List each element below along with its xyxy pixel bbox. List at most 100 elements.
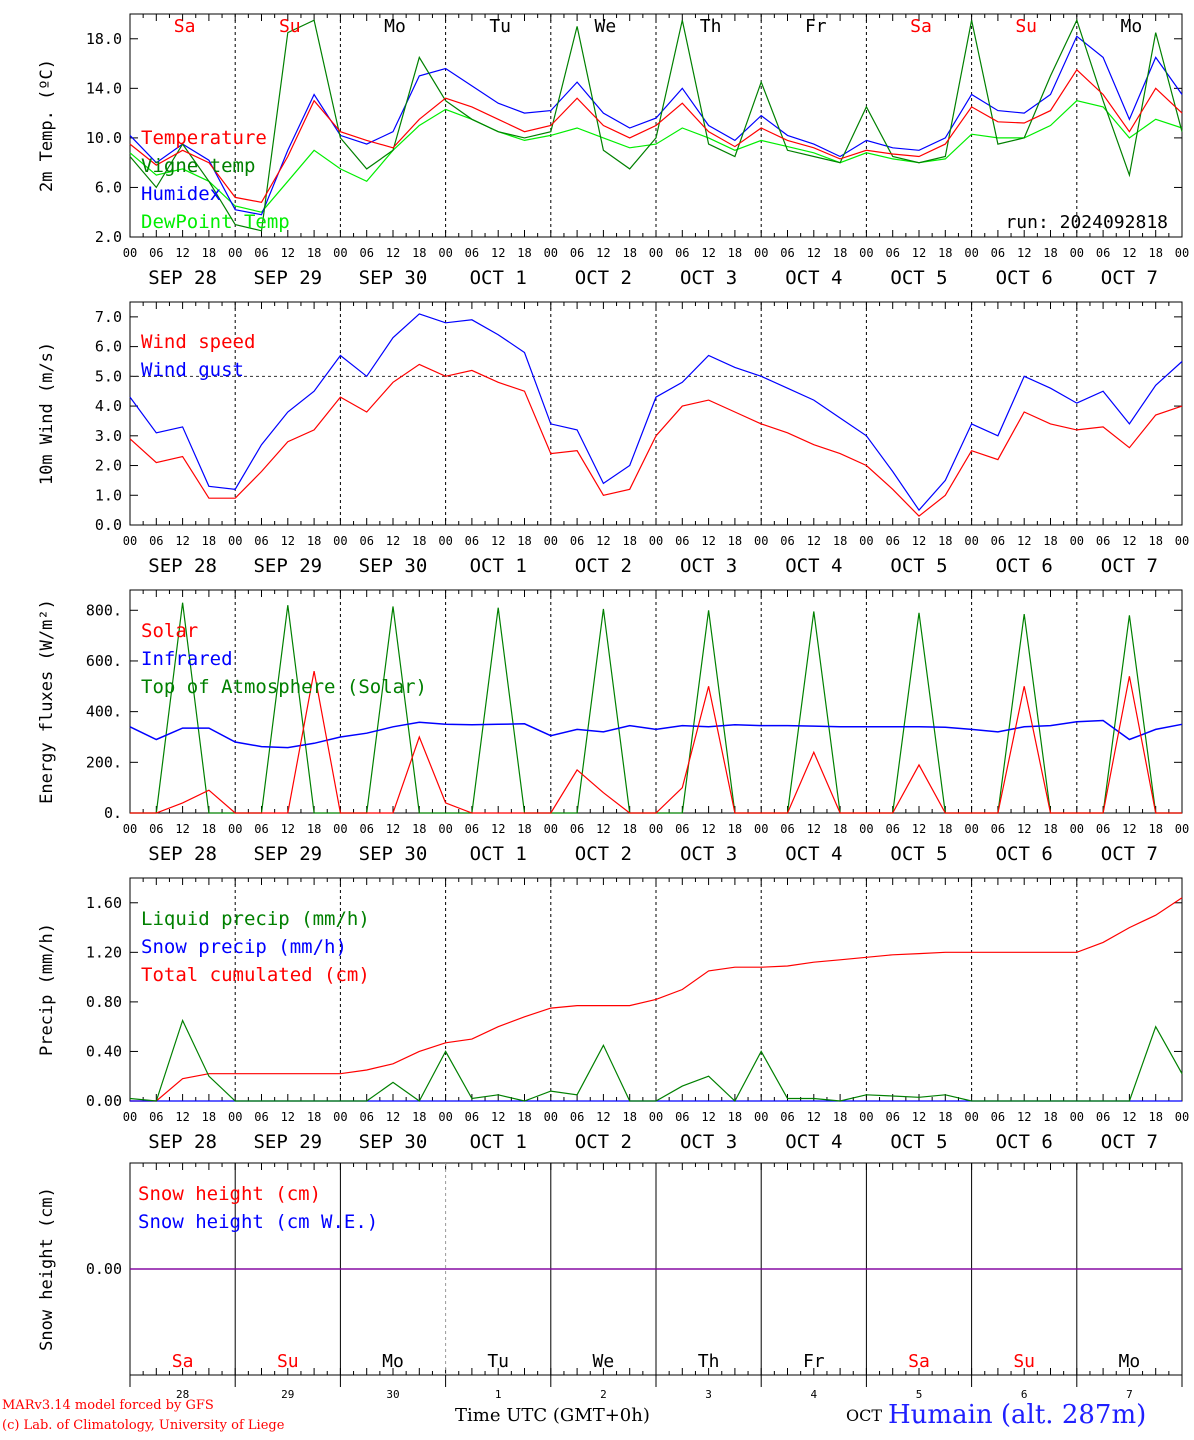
hour-label: 06 <box>991 1110 1005 1124</box>
date-label: OCT 7 <box>1101 1131 1158 1153</box>
hour-label: 06 <box>149 246 163 260</box>
hour-label: 12 <box>386 1110 400 1124</box>
legend-entry: Snow precip (mm/h) <box>141 936 347 958</box>
hour-label: 00 <box>123 822 137 836</box>
hour-label: 12 <box>1017 822 1031 836</box>
hour-label: 00 <box>333 1110 347 1124</box>
hour-label: 00 <box>1175 534 1189 548</box>
weekday-label: Su <box>279 16 301 37</box>
hour-label: 18 <box>412 534 426 548</box>
y-axis-label: Snow height (cm) <box>37 1187 57 1351</box>
hour-label: 00 <box>754 534 768 548</box>
date-label: SEP 29 <box>253 843 322 865</box>
weekday-label: Mo <box>1121 16 1143 37</box>
date-label: SEP 30 <box>359 555 428 577</box>
y-tick-label: 18.0 <box>86 30 122 48</box>
series-line-humidex <box>129 35 1183 216</box>
hour-label: 12 <box>807 246 821 260</box>
hour-label: 12 <box>1122 246 1136 260</box>
hour-label: 06 <box>254 822 268 836</box>
hour-label: 06 <box>1096 1110 1110 1124</box>
legend-entry: Temperature <box>141 127 267 149</box>
date-label: OCT 6 <box>996 1131 1053 1153</box>
hour-label: 18 <box>622 1110 636 1124</box>
y-tick-label: 1.20 <box>86 943 122 961</box>
date-label: SEP 28 <box>148 843 217 865</box>
y-tick-label: 0.00 <box>86 1260 122 1278</box>
y-tick-label: 3.0 <box>95 427 122 445</box>
hour-label: 18 <box>938 534 952 548</box>
hour-label: 18 <box>517 822 531 836</box>
hour-label: 06 <box>991 534 1005 548</box>
legend-entry: Total cumulated (cm) <box>141 964 370 986</box>
y-axis-label: 2m Temp. (ºC) <box>37 59 57 192</box>
hour-label: 00 <box>964 246 978 260</box>
date-label: OCT 4 <box>785 1131 842 1153</box>
series-line-wind-gust <box>129 313 1183 512</box>
date-label: OCT 2 <box>575 267 632 289</box>
series-line-liquid-precip-mm-h- <box>129 1018 1183 1102</box>
hour-label: 00 <box>754 246 768 260</box>
hour-label: 00 <box>333 534 347 548</box>
hour-label: 06 <box>465 534 479 548</box>
series-line-vigne-temp <box>129 18 1183 232</box>
date-label: OCT 2 <box>575 843 632 865</box>
y-tick-label: 0.00 <box>86 1092 122 1110</box>
y-tick-label: 0.80 <box>86 993 122 1011</box>
hour-label: 00 <box>544 822 558 836</box>
hour-label: 00 <box>1070 246 1084 260</box>
hour-label: 12 <box>281 246 295 260</box>
legend-entry: Top of Atmosphere (Solar) <box>141 676 427 698</box>
hour-label: 18 <box>202 1110 216 1124</box>
hour-label: 18 <box>1043 822 1057 836</box>
hour-label: 00 <box>859 534 873 548</box>
date-label: SEP 30 <box>359 267 428 289</box>
hour-label: 18 <box>938 1110 952 1124</box>
hour-label: 06 <box>254 1110 268 1124</box>
bottom-weekday-label: Sa <box>172 1351 194 1372</box>
y-tick-label: 0. <box>104 804 122 822</box>
hour-label: 18 <box>412 822 426 836</box>
legend-entry: Infrared <box>141 648 233 670</box>
hour-label: 18 <box>517 534 531 548</box>
hour-label: 00 <box>649 1110 663 1124</box>
hour-label: 06 <box>570 822 584 836</box>
legend-entry: Humidex <box>141 183 221 205</box>
hour-label: 06 <box>359 822 373 836</box>
hour-label: 06 <box>885 1110 899 1124</box>
date-label: SEP 28 <box>148 1131 217 1153</box>
hour-label: 12 <box>491 1110 505 1124</box>
legend-entry: DewPoint Temp <box>141 211 290 233</box>
hour-label: 00 <box>438 534 452 548</box>
date-label: OCT 1 <box>470 267 527 289</box>
hour-label: 00 <box>649 822 663 836</box>
date-label: SEP 29 <box>253 1131 322 1153</box>
date-label: OCT 5 <box>890 555 947 577</box>
hour-label: 18 <box>202 246 216 260</box>
bottom-weekday-label: Tu <box>487 1351 509 1372</box>
hour-label: 06 <box>675 1110 689 1124</box>
date-label: OCT 3 <box>680 555 737 577</box>
date-label: OCT 4 <box>785 843 842 865</box>
hour-label: 12 <box>491 246 505 260</box>
day-number: 1 <box>495 1388 502 1401</box>
hour-label: 12 <box>175 534 189 548</box>
weekday-label: Sa <box>174 16 196 37</box>
time-axis-title: Time UTC (GMT+0h) <box>455 1405 650 1426</box>
weekday-label: Th <box>700 16 722 37</box>
hour-label: 06 <box>1096 246 1110 260</box>
hour-label: 00 <box>754 822 768 836</box>
hour-label: 18 <box>1043 1110 1057 1124</box>
weekday-label: We <box>595 16 617 37</box>
hour-label: 06 <box>149 534 163 548</box>
y-tick-label: 1.60 <box>86 894 122 912</box>
hour-label: 18 <box>202 534 216 548</box>
hour-label: 18 <box>307 246 321 260</box>
hour-label: 06 <box>780 1110 794 1124</box>
date-label: OCT 4 <box>785 555 842 577</box>
hour-label: 12 <box>701 246 715 260</box>
hour-label: 18 <box>307 1110 321 1124</box>
hour-label: 12 <box>281 1110 295 1124</box>
date-label: SEP 28 <box>148 555 217 577</box>
legend-entry: Vigne temp <box>141 155 255 177</box>
